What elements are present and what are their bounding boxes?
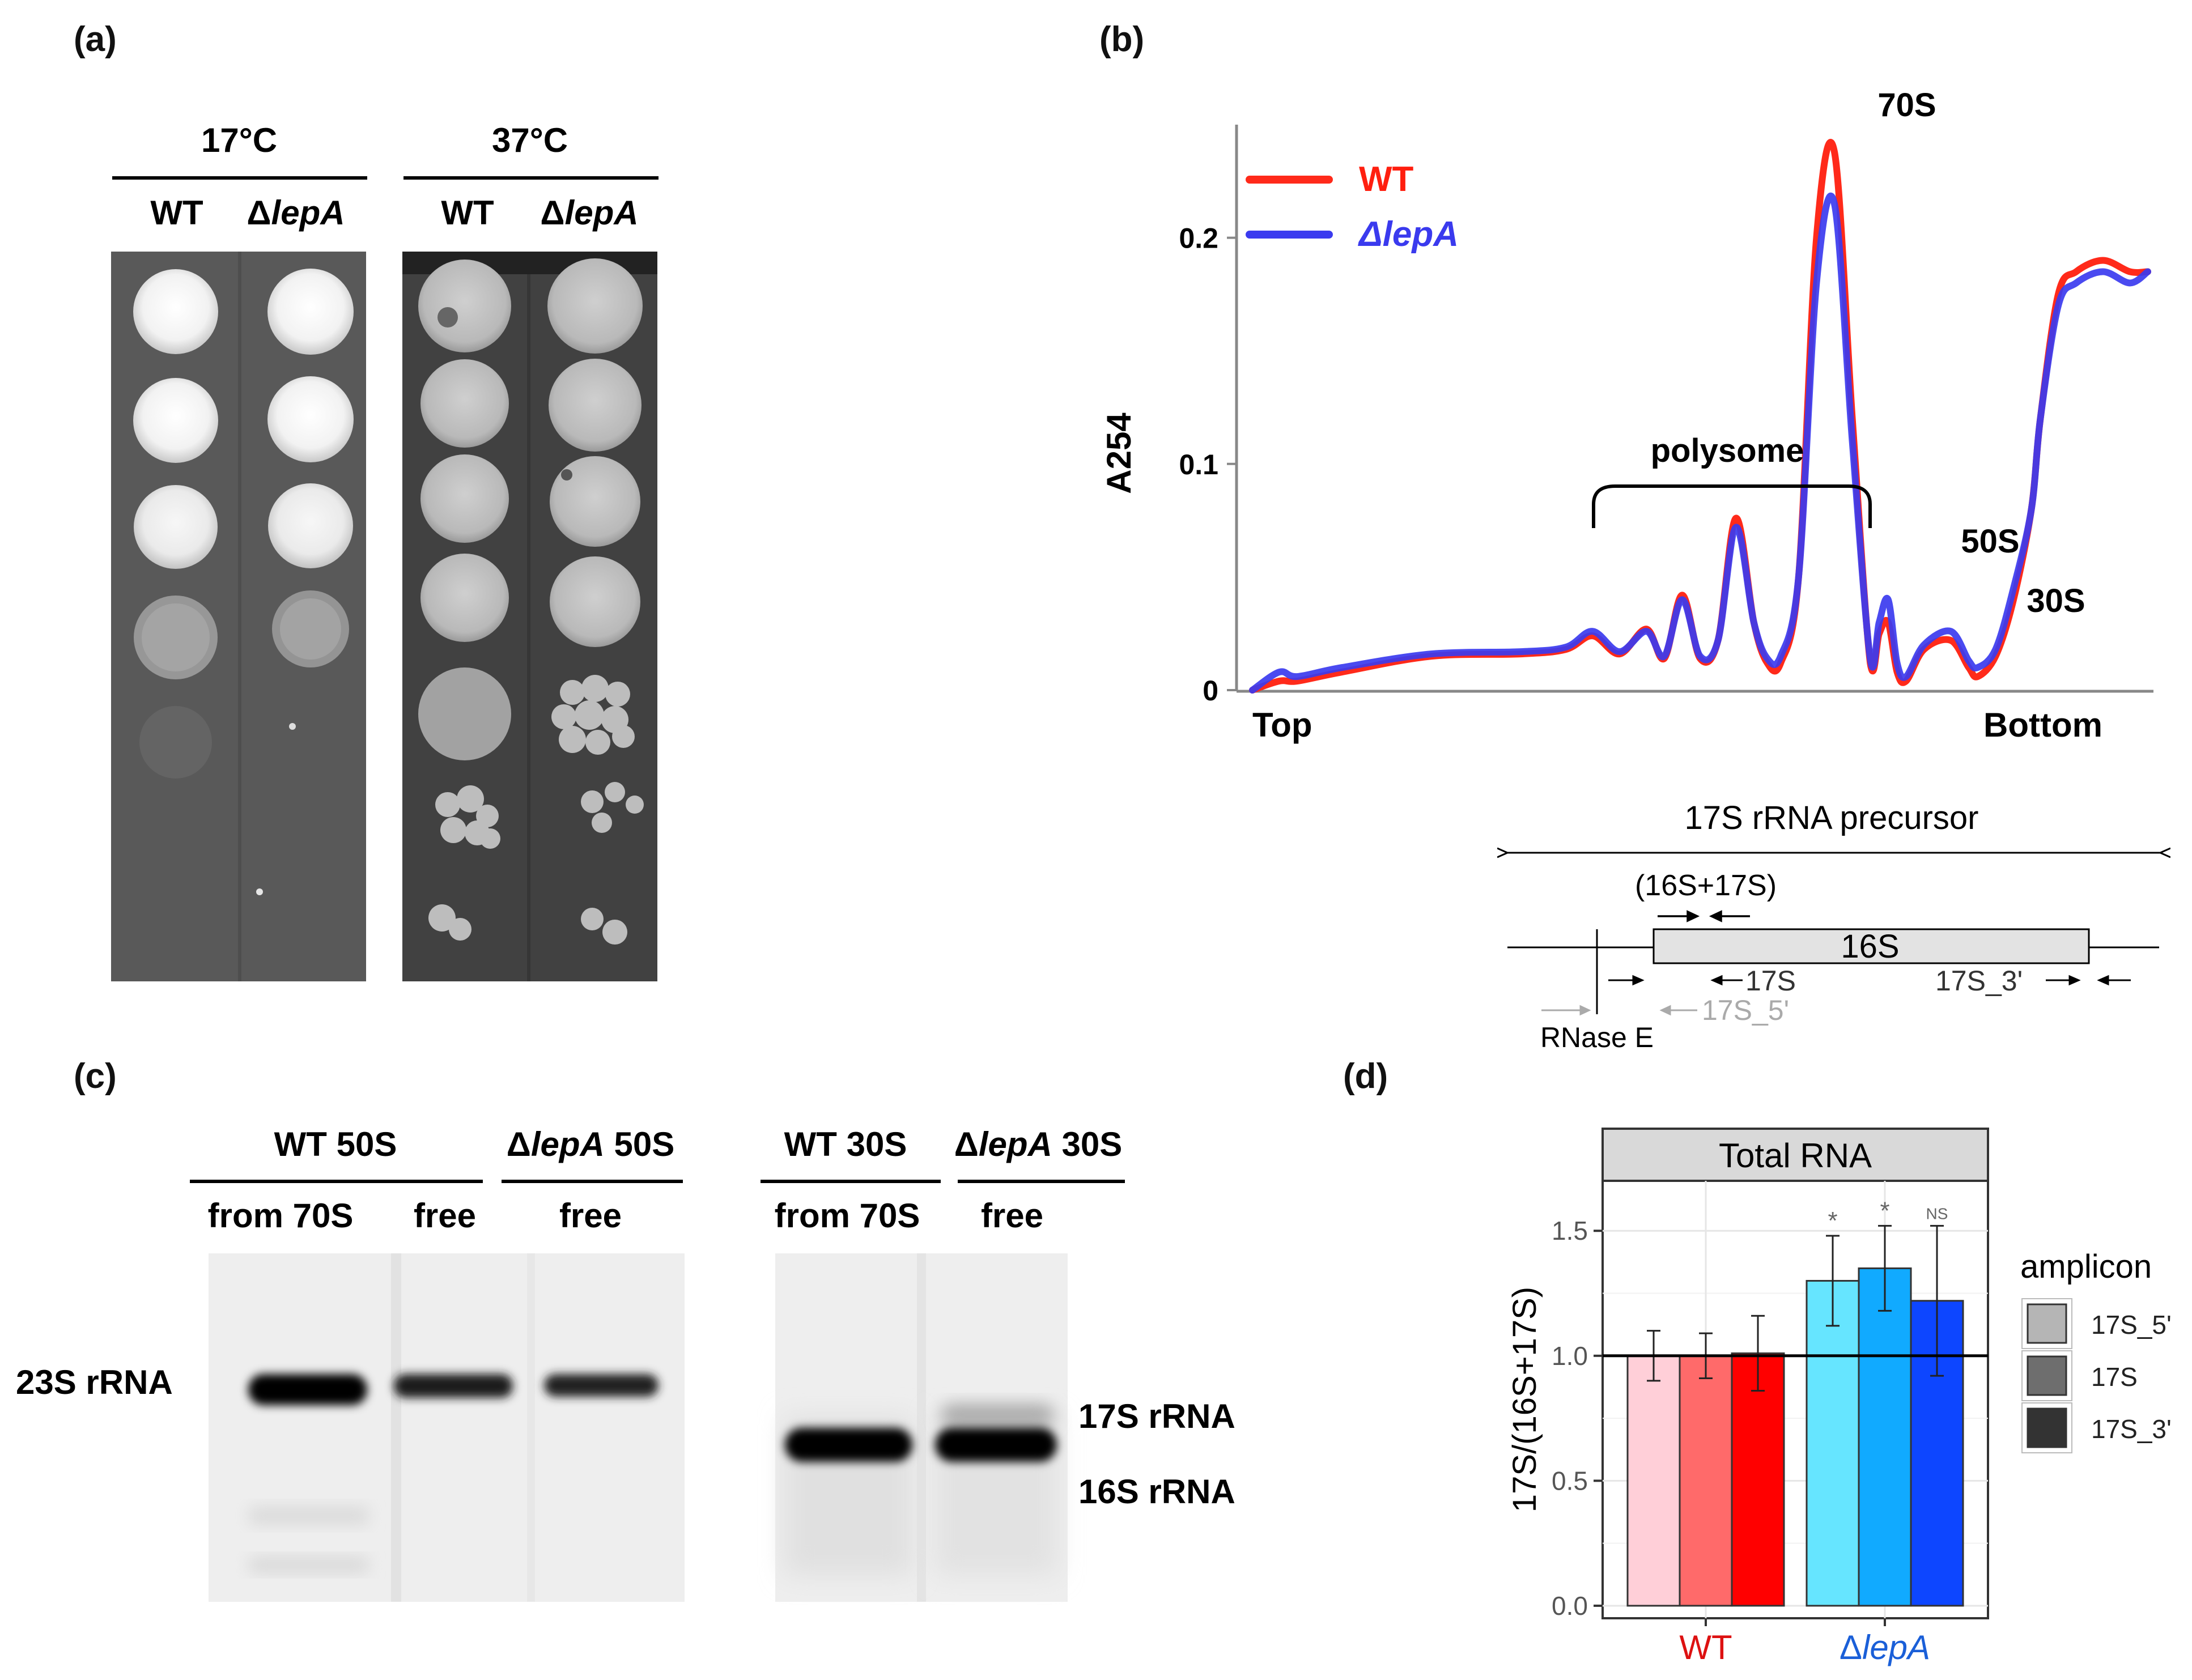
d-legend-title: amplicon [2020,1248,2152,1285]
d-significance-mark: NS [1926,1205,1948,1222]
band-16s-label: 16S rRNA [1078,1473,1235,1511]
d-legend-swatch [2027,1355,2067,1396]
precursor-label: 17S rRNA precursor [1685,799,1979,836]
mature-16s-box [1653,928,2090,964]
panel-c-label: (c) [74,1057,117,1096]
d-legend-swatch [2027,1303,2067,1344]
d-bars: * * NS [1603,1197,1988,1607]
panel-c: (c) WT 50S ΔlepA 50S from 70S free free … [16,1057,1235,1602]
primer-arrows-row [1608,975,2131,986]
d-legend-label: 17S [2091,1362,2138,1392]
gel2-header-lepa30s: ΔlepA 30S [954,1125,1123,1163]
peak-label-50s: 50S [1961,523,2019,560]
d-legend-label: 17S_3' [2091,1414,2172,1444]
lane-wt-37c: WT [441,194,494,232]
d-y-tick-label: 1.5 [1552,1216,1588,1245]
d-significance-mark: * [1828,1207,1837,1235]
d-y-tick-label: 0.5 [1552,1466,1588,1495]
band-17s-label: 17S rRNA [1078,1397,1235,1435]
gel1-sub-free2: free [559,1197,622,1235]
gel1-sub-from70s: from 70S [208,1197,354,1235]
d-y-tick-label: 1.0 [1552,1341,1588,1371]
d-category-label: WT [1679,1628,1732,1666]
b-x-label-top: Top [1252,706,1312,744]
gel1-header-wt50s: WT 50S [274,1125,397,1163]
b-y-axis-label: A254 [1100,412,1138,494]
panel-a-label: (a) [74,20,117,59]
legend-lepa-label: ΔlepA [1358,215,1459,254]
rnase-label: RNase E [1540,1022,1654,1053]
d-y-tick-label: 0.0 [1552,1591,1588,1621]
plate-17c-image [111,252,366,981]
b-y-ticks: 0 0.1 0.2 [1179,223,1237,707]
d-category-label: ΔlepA [1840,1628,1930,1666]
legend-wt-label: WT [1359,160,1414,199]
panel-a: (a) 17°C WT ΔlepA 37°C WT ΔlepA [74,20,659,981]
lane-lepa-17c: ΔlepA [247,194,345,232]
peak-label-30s: 30S [2027,582,2085,619]
d-legend: 17S_5' 17S 17S_3' [2021,1298,2172,1453]
primer-pair-label: (16S+17S) [1635,869,1777,902]
gel1-sub-free1: free [414,1197,476,1235]
temp-37c: 37°C [492,121,568,159]
primer-5p-label: 17S_5' [1702,994,1789,1026]
colonies-37c-lepa [547,258,644,945]
d-legend-label: 17S_5' [2091,1310,2172,1339]
peak-label-70s: 70S [1877,87,1936,124]
primer-3p-label: 17S_3' [1935,965,2023,997]
panel-b: (b) 0 0.1 0.2 A254 Top Bottom WT ΔlepA 70S… [1099,20,2153,744]
d-legend-swatch [2027,1407,2067,1448]
d-bar [1679,1355,1733,1607]
gel2-sub-free: free [981,1197,1043,1235]
gel2-sub-from70s: from 70S [775,1197,920,1235]
panel-b-label: (b) [1099,20,1144,59]
b-y-tick-label: 0.2 [1179,223,1218,254]
plate-37c-image [402,252,657,981]
d-y-ticks: 0.0 0.5 1.0 1.5 [1552,1216,1603,1621]
band-23s-label: 23S rRNA [16,1363,173,1401]
d-significance-mark: * [1880,1197,1889,1224]
facet-strip [1601,1128,1989,1182]
d-bar [1806,1279,1860,1607]
panel-d: (d) Total RNA * * NS 0.00.51.01.5 WT ΔlepA … [1343,1057,2172,1666]
colonies-37c-wt [418,260,511,941]
primer-5p-arrows [1541,1005,1697,1016]
polysome-label: polysome [1651,432,1804,469]
primer-pair-arrows [1658,910,1750,922]
b-x-label-bottom: Bottom [1983,706,2102,744]
d-bar [1858,1267,1912,1607]
lane-wt-17c: WT [150,194,203,232]
mature-16s-label: 16S [1841,928,1899,965]
facet-title: Total RNA [1719,1137,1872,1175]
colonies-17c-wt [133,269,218,779]
b-y-tick-label: 0.1 [1179,449,1218,480]
gel1-image [209,1253,685,1602]
b-series-line-lepa [1249,192,2151,694]
d-bar [1731,1352,1785,1607]
gel1-header-lepa50s: ΔlepA 50S [507,1125,675,1163]
d-y-axis-label: 17S/(16S+17S) [1506,1287,1543,1512]
precursor-schematic: 17S rRNA precursor 16S (16S+17S) 17S 17S… [1507,799,2160,1053]
lane-lepa-37c: ΔlepA [540,194,638,232]
d-categories: WT ΔlepA [1679,1618,1930,1666]
panel-d-label: (d) [1343,1057,1388,1096]
gel2-image [775,1253,1068,1602]
b-y-tick-label: 0 [1203,675,1218,707]
gel2-header-wt30s: WT 30S [784,1125,907,1163]
colonies-17c-lepa [256,269,354,895]
d-bar [1626,1355,1681,1607]
polysome-bracket [1592,484,1872,528]
b-series-lines [1249,139,2151,694]
primer-17s-label: 17S [1745,965,1796,997]
temp-17c: 17°C [201,121,277,159]
